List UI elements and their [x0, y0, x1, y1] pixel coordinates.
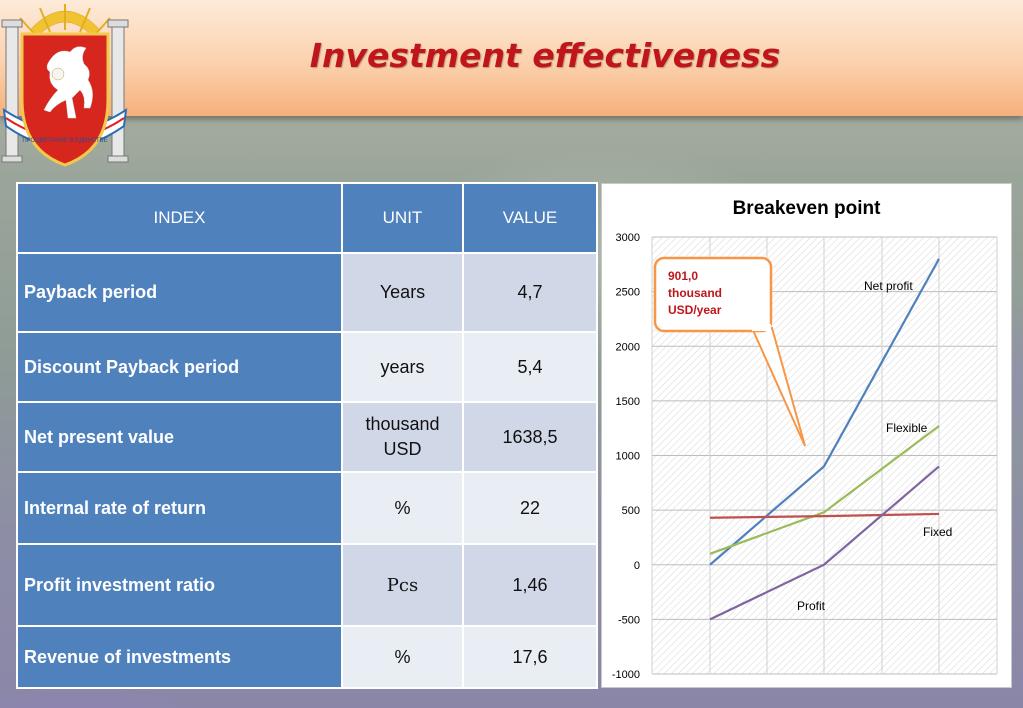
- y-tick-label: 2000: [616, 341, 640, 353]
- row-index: Internal rate of return: [16, 471, 343, 545]
- series-label-fixed: Fixed: [923, 525, 952, 539]
- y-tick-label: 3000: [616, 232, 640, 244]
- row-unit: Pcs: [341, 543, 464, 627]
- row-unit: thousand USD: [341, 401, 464, 473]
- row-index: Profit investment ratio: [16, 543, 343, 627]
- row-index: Revenue of investments: [16, 625, 343, 689]
- series-line-flexible: [709, 425, 940, 555]
- row-value: 4,7: [462, 252, 598, 333]
- table-row: Discount Payback period years 5,4: [16, 331, 598, 403]
- y-tick-label: 500: [622, 505, 640, 517]
- series-line-profit: [709, 465, 940, 621]
- y-tick-label: -500: [618, 614, 640, 626]
- svg-text:ПРОЦВЕТАНИЕ В ЕДИНСТВЕ: ПРОЦВЕТАНИЕ В ЕДИНСТВЕ: [22, 138, 107, 144]
- row-value: 22: [462, 471, 598, 545]
- y-axis-ticks: 3000 2500 2000 1500 1000 500 0 -500 -1000: [612, 232, 640, 681]
- series-label-profit: Profit: [797, 599, 826, 613]
- row-index: Payback period: [16, 252, 343, 333]
- row-unit: %: [341, 625, 464, 689]
- header-unit: UNIT: [341, 182, 464, 254]
- y-tick-label: 2500: [616, 287, 640, 299]
- callout-annotation: 901,0 thousand USD/year: [653, 256, 806, 447]
- slide-title: Investment effectiveness: [309, 36, 781, 75]
- chart-title: Breakeven point: [732, 198, 881, 219]
- y-tick-label: -1000: [612, 669, 640, 681]
- row-value: 1,46: [462, 543, 598, 627]
- series-labels: Net profit Flexible Fixed Profit: [797, 279, 952, 613]
- row-value: 1638,5: [462, 401, 598, 473]
- y-tick-label: 1000: [616, 451, 640, 463]
- series-line-net-profit: [709, 258, 940, 566]
- callout-line-2: thousand: [668, 286, 722, 300]
- row-index: Net present value: [16, 401, 343, 473]
- breakeven-chart: 3000 2500 2000 1500 1000 500 0 -500 -1000 Net pr…: [612, 232, 998, 681]
- table-row: Profit investment ratio Pcs 1,46: [16, 543, 598, 627]
- series-label-net-profit: Net profit: [864, 279, 913, 293]
- callout-line-3: USD/year: [668, 303, 722, 317]
- slide-header: Investment effectiveness: [0, 0, 1023, 116]
- row-value: 5,4: [462, 331, 598, 403]
- table-row: Net present value thousand USD 1638,5: [16, 401, 598, 473]
- y-tick-label: 0: [634, 560, 640, 572]
- crimea-emblem-logo: ПРОЦВЕТАНИЕ В ЕДИНСТВЕ: [1, 4, 129, 167]
- series-line-fixed: [709, 512, 940, 519]
- row-unit: Years: [341, 252, 464, 333]
- table-row: Internal rate of return % 22: [16, 471, 598, 545]
- series-lines: [709, 258, 940, 621]
- y-tick-label: 1500: [616, 396, 640, 408]
- table-row: Revenue of investments % 17,6: [16, 625, 598, 689]
- row-value: 17,6: [462, 625, 598, 689]
- row-unit: years: [341, 331, 464, 403]
- table-header-row: INDEX UNIT VALUE: [16, 182, 598, 254]
- series-label-flexible: Flexible: [886, 421, 928, 435]
- investment-table: INDEX UNIT VALUE Payback period Years 4,…: [16, 182, 598, 689]
- table-row: Payback period Years 4,7: [16, 252, 598, 333]
- header-value: VALUE: [462, 182, 598, 254]
- breakeven-chart-panel: Breakeven point 3000 2500 2000 1500 1000 500 0…: [601, 183, 1012, 688]
- row-index: Discount Payback period: [16, 331, 343, 403]
- row-unit: %: [341, 471, 464, 545]
- header-index: INDEX: [16, 182, 343, 254]
- callout-line-1: 901,0: [668, 269, 698, 283]
